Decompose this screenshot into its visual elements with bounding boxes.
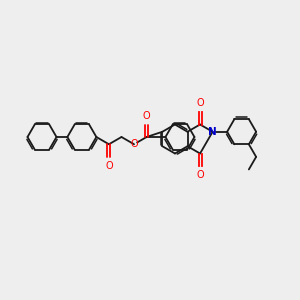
Text: O: O	[105, 160, 113, 171]
Text: O: O	[196, 170, 204, 180]
Text: O: O	[143, 111, 150, 121]
Text: O: O	[130, 139, 138, 149]
Text: N: N	[208, 127, 217, 137]
Text: O: O	[196, 98, 204, 108]
